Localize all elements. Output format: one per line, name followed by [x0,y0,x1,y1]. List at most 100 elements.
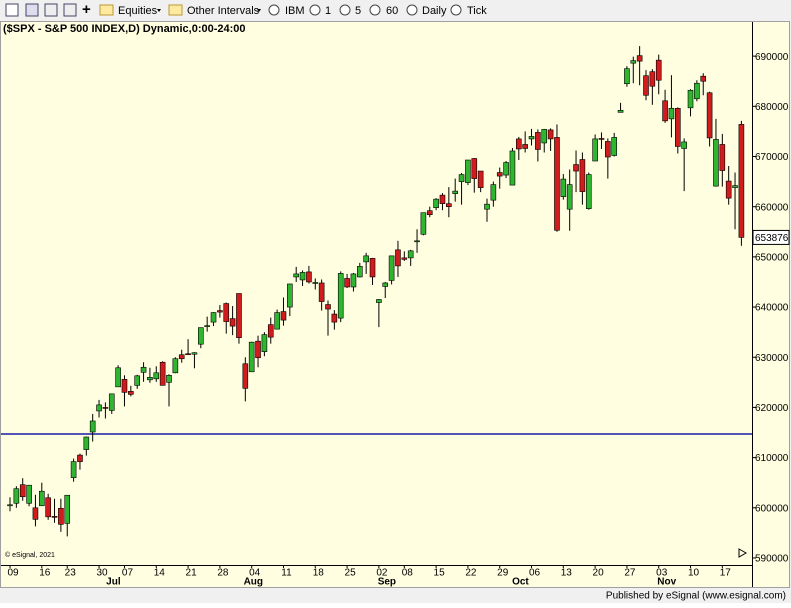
candle-body [45,497,51,518]
candle-body [465,159,471,183]
candle-body [528,136,535,140]
y-tick-label: 590000 [755,554,789,565]
interval-button[interactable]: 5 [355,5,361,17]
x-tick-label: 07 [122,568,134,579]
candle-body [503,162,509,176]
candle-body [630,60,637,64]
month-label: Sep [378,577,396,588]
candle-body [198,327,204,345]
menu-equities[interactable]: Equities [118,5,158,17]
y-tick-label: 610000 [755,453,789,464]
candle-body [738,124,745,238]
interval-icon[interactable] [369,4,381,16]
scroll-icon[interactable] [738,548,748,558]
candle-body [426,210,433,216]
interval-icon[interactable] [406,4,418,16]
x-tick-label: 06 [529,568,541,579]
candle-body [64,494,71,524]
y-tick-label: 600000 [755,503,789,514]
folder-icon[interactable] [168,4,183,16]
candle-body [446,203,452,207]
candle-body [719,144,726,171]
candle-body [560,178,567,197]
candle-body [191,352,198,355]
menu-intervals[interactable]: Other Intervals [187,5,260,17]
candle-body [102,407,109,409]
candle-body [598,138,605,140]
x-tick-label: 10 [688,568,700,579]
icon[interactable] [44,3,58,17]
candle-body [96,404,102,412]
icon[interactable] [25,3,39,17]
interval-button[interactable]: 60 [386,5,398,17]
dropdown-arrow[interactable] [257,9,261,12]
candle-body [376,299,382,303]
x-tick-label: 27 [624,568,636,579]
candle-body [159,361,166,386]
x-tick-label: 17 [720,568,732,579]
candle-body [134,375,140,386]
candle-body [509,150,516,186]
month-label: Aug [244,577,263,588]
icon[interactable] [63,3,77,17]
x-tick-label: 15 [434,568,446,579]
x-tick-label: 11 [281,568,292,579]
candle-body [337,273,344,319]
candle-body [662,100,668,122]
interval-button[interactable]: Tick [467,5,487,17]
interval-icon[interactable] [309,4,321,16]
candle-body [299,272,306,281]
candle-body [128,391,134,395]
candle-body [369,258,376,278]
month-label: Nov [657,577,676,588]
chart-title: ($SPX - S&P 500 INDEX,D) Dynamic,0:00-24… [3,23,246,35]
x-tick-label: 04 [249,568,261,579]
symbol-button[interactable]: IBM [285,5,305,17]
candle-body [554,137,560,231]
folder-icon[interactable] [99,4,114,16]
x-tick-label: 02 [376,568,388,579]
candle-body [58,507,64,525]
last-price-box [752,229,790,245]
interval-button[interactable]: 1 [325,5,331,17]
x-tick-label: 20 [593,568,605,579]
candle-body [452,190,459,194]
candle-body [522,144,528,149]
candle-body [312,282,319,284]
candle-body [32,507,39,520]
candle-body [248,341,255,373]
candle-body [89,420,96,433]
interval-icon[interactable] [339,4,351,16]
candle-body [725,180,732,199]
icon[interactable] [5,3,19,17]
x-tick-label: 09 [7,568,19,579]
candle-body [547,129,554,140]
symbol-icon[interactable] [268,4,280,16]
candle-body [649,71,656,87]
candle-body [13,488,20,504]
candle-body [38,490,45,507]
candle-body [401,257,408,260]
y-tick-label: 660000 [755,202,789,213]
candle-body [605,141,611,158]
candle-body [535,132,541,150]
candle-body [433,198,439,208]
candle-body [573,164,579,172]
candle-body [318,282,325,302]
add-icon[interactable]: + [82,1,91,18]
interval-button[interactable]: Daily [422,5,447,17]
month-label: Jul [106,577,121,588]
x-tick-label: 13 [561,568,573,579]
x-tick-label: 22 [465,568,477,579]
candle-body [51,516,58,518]
x-tick-label: 16 [39,568,51,579]
candle-body [414,240,420,243]
candle-body [624,68,630,85]
candle-body [223,303,230,322]
y-tick-label: 680000 [755,102,789,113]
interval-icon[interactable] [450,4,462,16]
dropdown-arrow[interactable] [157,9,161,12]
toolbar: + Equities Other Intervals IBM 1 5 60 Da… [5,1,487,18]
candle-body [611,137,618,156]
